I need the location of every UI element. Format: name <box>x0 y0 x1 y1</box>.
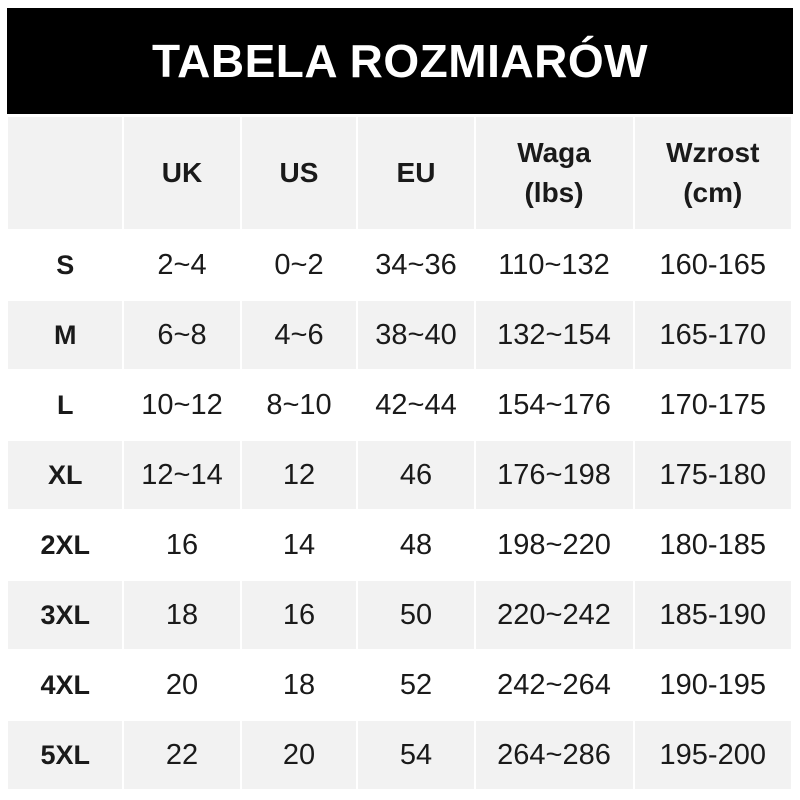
cell-wzrost: 185-190 <box>634 581 791 649</box>
table-row: XL 12~14 12 46 176~198 175-180 <box>8 441 791 509</box>
cell-eu: 50 <box>358 581 474 649</box>
header-eu: EU <box>358 117 474 229</box>
header-uk: UK <box>124 117 240 229</box>
header-waga: Waga (lbs) <box>475 117 633 229</box>
cell-eu: 54 <box>358 721 474 789</box>
cell-us: 16 <box>241 581 357 649</box>
header-wzrost-line1: Wzrost <box>666 137 760 168</box>
cell-waga: 176~198 <box>475 441 633 509</box>
cell-us: 4~6 <box>241 301 357 369</box>
header-empty <box>8 117 123 229</box>
cell-size: L <box>56 389 74 420</box>
header-wzrost: Wzrost (cm) <box>634 117 791 229</box>
table-row: 5XL 22 20 54 264~286 195-200 <box>8 721 791 789</box>
size-table: UK US EU Waga (lbs) Wzrost (cm) S 2~4 0~2 34~… <box>6 115 793 791</box>
cell-waga: 242~264 <box>497 668 611 701</box>
cell-waga: 154~176 <box>497 388 611 421</box>
table-row: L 10~12 8~10 42~44 154~176 170-175 <box>8 371 791 439</box>
cell-us: 8~10 <box>266 388 332 421</box>
cell-uk: 10~12 <box>141 388 223 421</box>
cell-wzrost: 195-200 <box>634 721 791 789</box>
cell-eu: 48 <box>399 528 433 561</box>
cell-us: 18 <box>282 668 316 701</box>
cell-wzrost: 160-165 <box>659 248 766 281</box>
cell-waga: 110~132 <box>498 248 610 281</box>
table-row: M 6~8 4~6 38~40 132~154 165-170 <box>8 301 791 369</box>
header-waga-line2: (lbs) <box>524 177 584 208</box>
cell-uk: 6~8 <box>124 301 240 369</box>
cell-size: M <box>8 301 123 369</box>
cell-wzrost: 180-185 <box>659 528 766 561</box>
table-row: 4XL 20 18 52 242~264 190-195 <box>8 651 791 719</box>
cell-waga: 132~154 <box>475 301 633 369</box>
cell-wzrost: 175-180 <box>634 441 791 509</box>
cell-size: 2XL <box>40 529 90 560</box>
table-row: 3XL 18 16 50 220~242 185-190 <box>8 581 791 649</box>
cell-us: 0~2 <box>274 248 324 281</box>
chart-title: TABELA ROZMIARÓW <box>7 8 793 114</box>
cell-waga: 220~242 <box>475 581 633 649</box>
cell-wzrost: 165-170 <box>634 301 791 369</box>
cell-us: 14 <box>282 528 316 561</box>
table-row: S 2~4 0~2 34~36 110~132 160-165 <box>8 231 791 299</box>
cell-size: S <box>56 249 75 280</box>
cell-eu: 52 <box>399 668 433 701</box>
cell-size: 3XL <box>8 581 123 649</box>
cell-uk: 12~14 <box>124 441 240 509</box>
cell-uk: 18 <box>124 581 240 649</box>
header-us: US <box>241 117 357 229</box>
cell-uk: 22 <box>124 721 240 789</box>
cell-uk: 20 <box>165 668 199 701</box>
cell-eu: 42~44 <box>375 388 457 421</box>
cell-us: 12 <box>241 441 357 509</box>
cell-waga: 198~220 <box>497 528 611 561</box>
cell-us: 20 <box>241 721 357 789</box>
cell-eu: 38~40 <box>358 301 474 369</box>
cell-wzrost: 170-175 <box>659 388 766 421</box>
cell-size: XL <box>8 441 123 509</box>
header-wzrost-line2: (cm) <box>683 177 743 208</box>
header-row: UK US EU Waga (lbs) Wzrost (cm) <box>8 117 791 229</box>
cell-eu: 46 <box>358 441 474 509</box>
cell-size: 4XL <box>40 669 90 700</box>
cell-uk: 2~4 <box>157 248 207 281</box>
cell-uk: 16 <box>165 528 199 561</box>
cell-waga: 264~286 <box>475 721 633 789</box>
cell-size: 5XL <box>8 721 123 789</box>
table-row: 2XL 16 14 48 198~220 180-185 <box>8 511 791 579</box>
cell-wzrost: 190-195 <box>659 668 766 701</box>
header-waga-line1: Waga <box>517 137 591 168</box>
cell-eu: 34~36 <box>375 248 457 281</box>
